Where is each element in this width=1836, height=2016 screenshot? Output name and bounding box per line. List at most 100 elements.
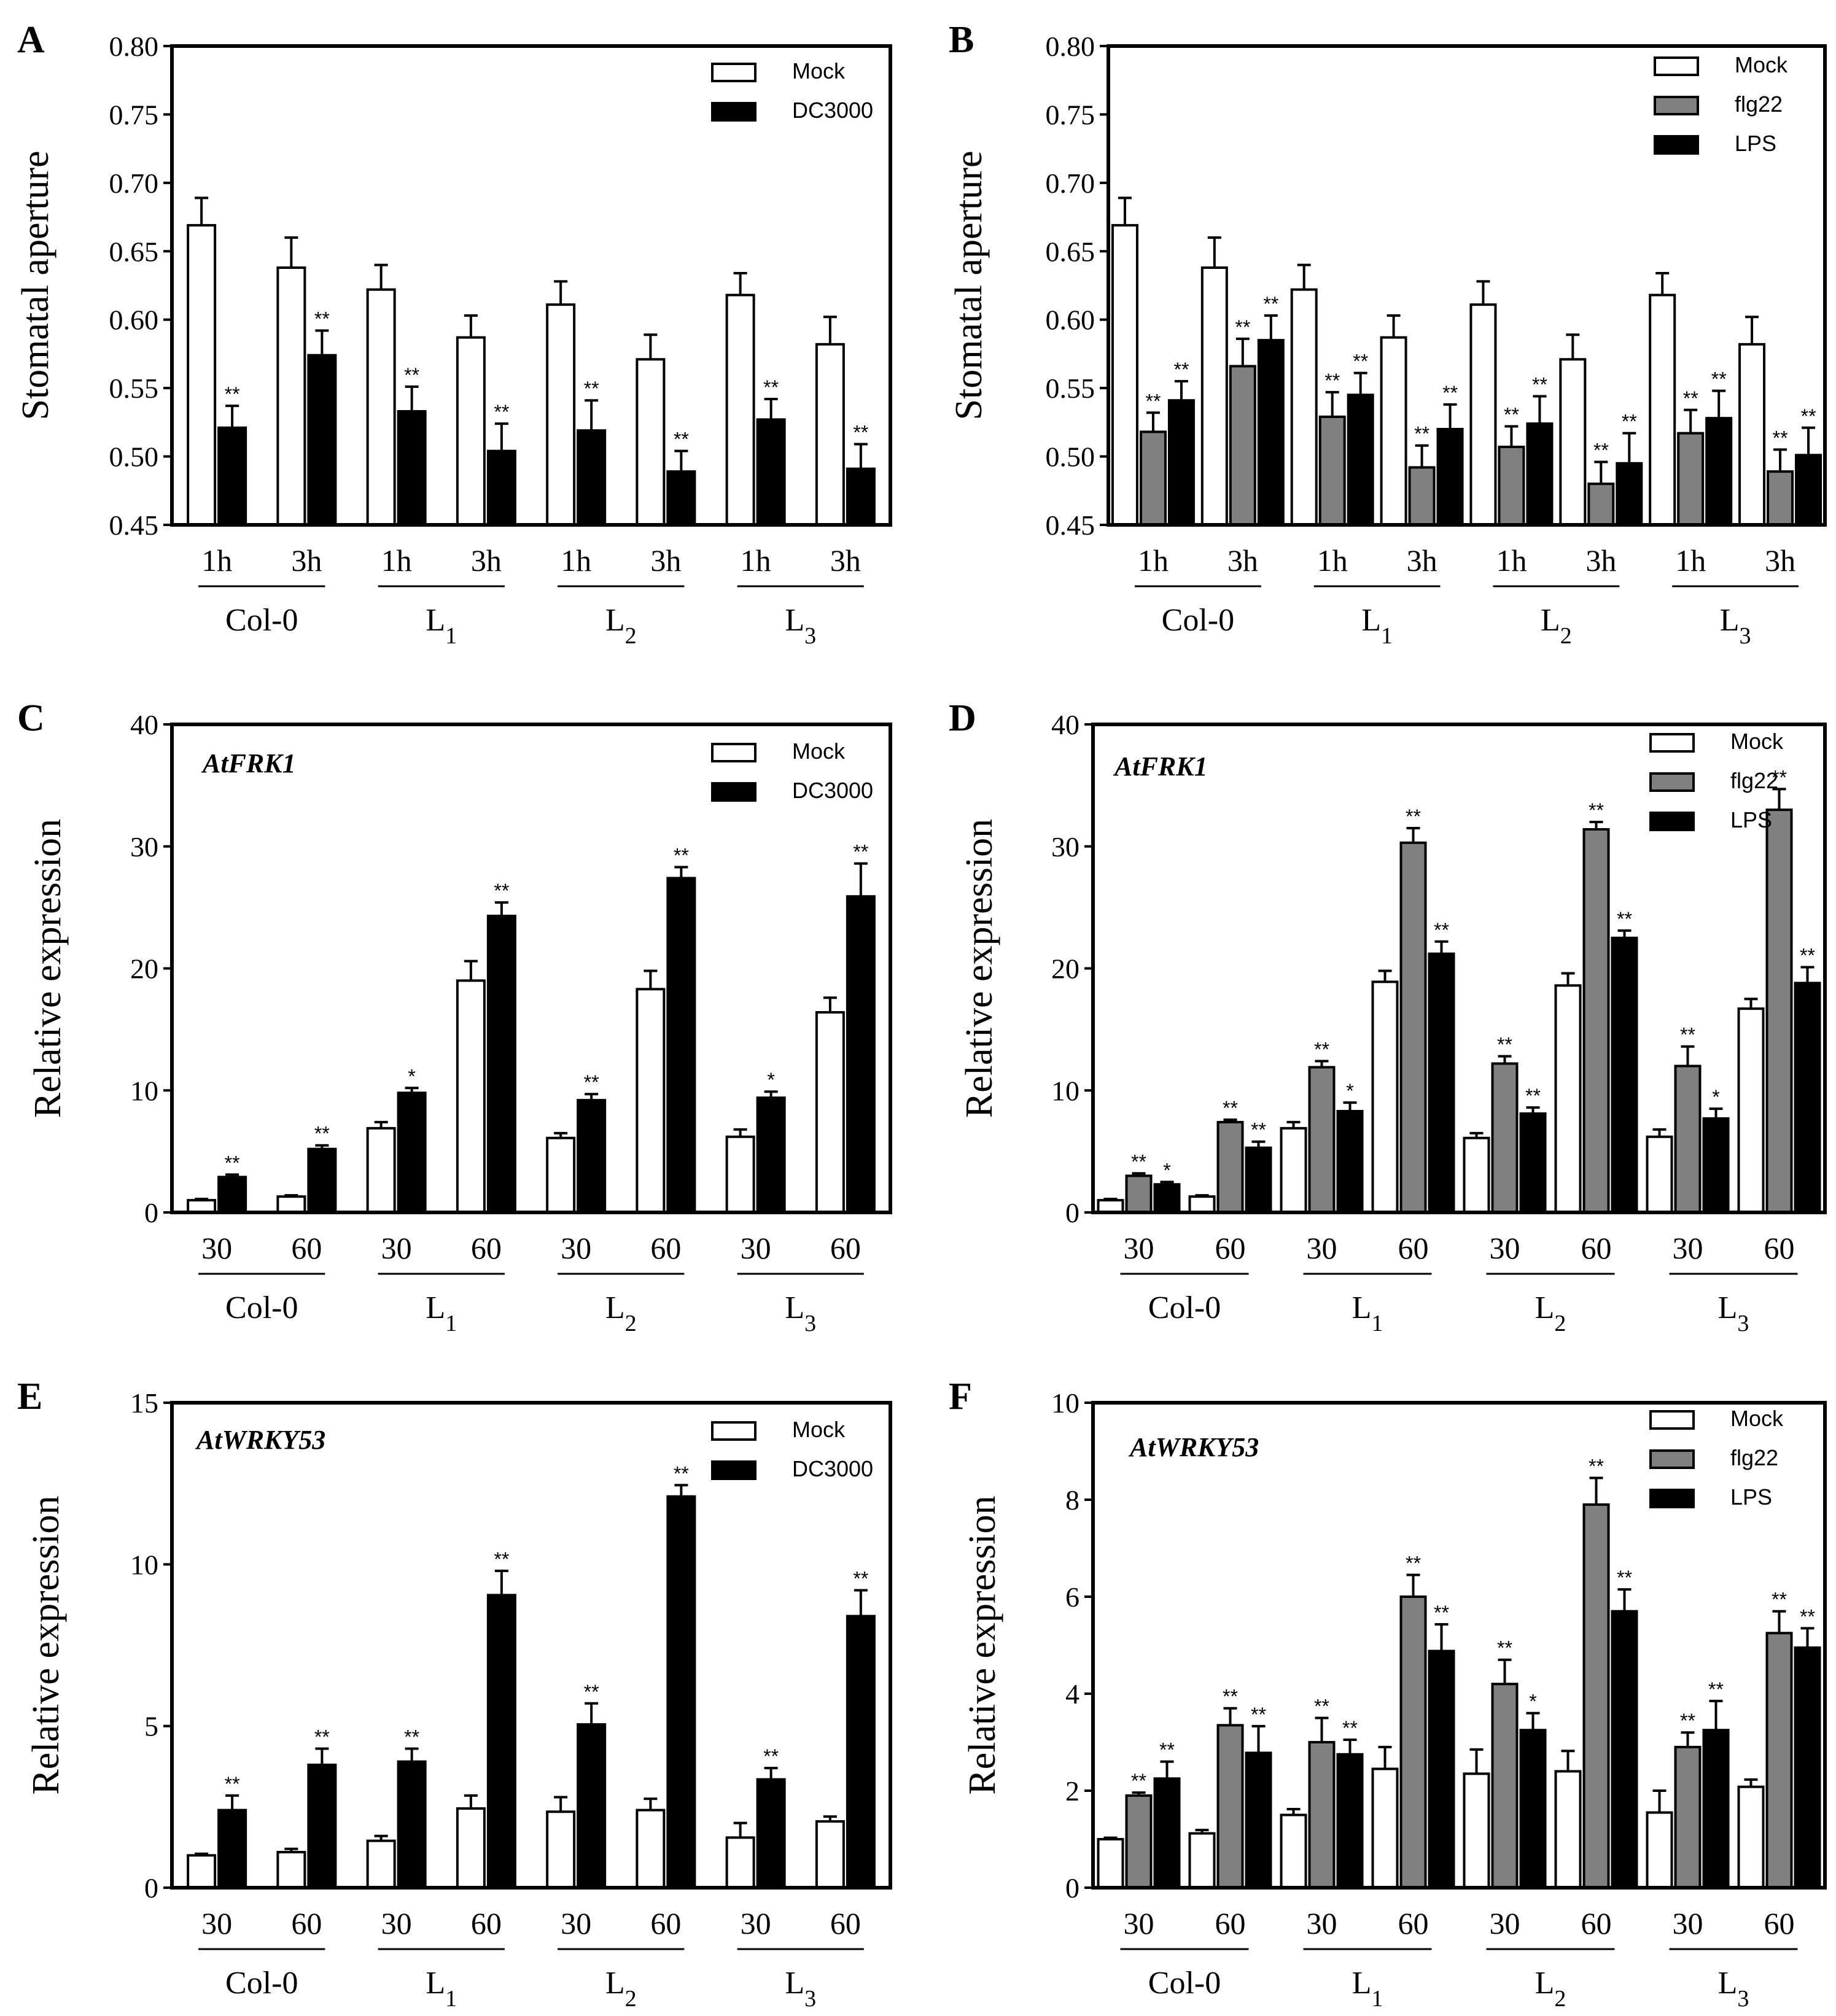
legend-swatch: [1649, 1489, 1695, 1508]
x-tick-label: 60: [830, 1906, 861, 1940]
x-tick-label: 30: [381, 1906, 412, 1940]
x-tick-label: 30: [1490, 1231, 1520, 1265]
group-label: L1: [1352, 1290, 1383, 1336]
significance-mark: **: [1223, 1097, 1238, 1119]
bar-mock: [1738, 343, 1766, 526]
y-axis-label: Relative expression: [25, 1495, 67, 1794]
significance-mark: **: [1145, 390, 1161, 412]
panel-letter: B: [949, 19, 974, 61]
x-tick-label: 30: [1307, 1231, 1337, 1265]
y-axis-label: Stomatal aperture: [948, 151, 990, 421]
significance-mark: **: [1772, 1589, 1787, 1611]
bar-flg22: [1491, 1062, 1519, 1214]
legend-label: DC3000: [792, 98, 873, 123]
significance-mark: **: [1497, 1034, 1512, 1056]
significance-mark: **: [1772, 766, 1787, 788]
y-tick-label: 0.70: [1046, 168, 1095, 199]
y-tick-label: 10: [1051, 1075, 1079, 1106]
group-label: L3: [785, 603, 816, 649]
group-label: Col-0: [1148, 1966, 1221, 2001]
bar-mock: [1737, 1007, 1765, 1214]
legend-label: Mock: [1730, 1406, 1784, 1431]
significance-mark: **: [1497, 1637, 1512, 1659]
significance-mark: **: [1235, 316, 1250, 338]
bar-mock: [1280, 1126, 1307, 1214]
bar-mock: [636, 358, 666, 526]
group-label: L1: [426, 603, 457, 649]
significance-mark: **: [1617, 908, 1632, 930]
x-tick-label: 30: [201, 1231, 232, 1265]
plot-frame: [170, 44, 892, 527]
significance-mark: **: [1532, 374, 1547, 396]
significance-mark: **: [404, 1726, 419, 1748]
legend-swatch: [711, 1460, 757, 1480]
legend-label: DC3000: [792, 1456, 873, 1481]
significance-mark: **: [1353, 351, 1368, 373]
bar-flg22: [1125, 1794, 1153, 1889]
significance-mark: **: [1314, 1039, 1329, 1061]
bar-mock: [1649, 293, 1676, 526]
x-tick-label: 1h: [1317, 543, 1348, 578]
bar-dc3000: [217, 1176, 247, 1214]
legend-label: Mock: [1730, 729, 1784, 754]
bar-mock: [1737, 1785, 1765, 1889]
bar-mock: [1380, 336, 1407, 527]
bar-flg22: [1139, 430, 1167, 527]
x-tick-label: 30: [1307, 1906, 1337, 1940]
bar-dc3000: [397, 1091, 427, 1214]
significance-mark: **: [1617, 1567, 1632, 1589]
significance-mark: **: [1324, 370, 1340, 392]
x-tick-label: 30: [201, 1906, 232, 1940]
significance-mark: **: [1223, 1686, 1238, 1708]
significance-mark: **: [1711, 368, 1727, 390]
significance-mark: **: [1263, 293, 1278, 315]
bar-mock: [1469, 303, 1497, 526]
significance-mark: **: [225, 1773, 240, 1795]
group-label: L2: [1535, 1290, 1566, 1336]
group-label: L2: [605, 1966, 637, 2012]
group-label: L1: [426, 1966, 457, 2012]
legend-swatch: [1649, 772, 1695, 792]
significance-mark: **: [1414, 423, 1430, 445]
bar-lps: [1519, 1112, 1547, 1214]
x-tick-label: 60: [1581, 1906, 1612, 1940]
x-tick-label: 60: [650, 1231, 681, 1265]
bar-flg22: [1767, 470, 1794, 526]
bar-flg22: [1308, 1066, 1336, 1214]
x-tick-label: 3h: [1585, 543, 1616, 578]
y-tick-label: 0.50: [109, 441, 159, 473]
bar-lps: [1153, 1183, 1181, 1214]
bar-flg22: [1399, 1595, 1427, 1889]
y-tick-label: 4: [1065, 1678, 1079, 1710]
bar-mock: [1188, 1832, 1216, 1890]
bar-flg22: [1765, 1632, 1793, 1889]
bar-flg22: [1498, 445, 1525, 527]
significance-mark: **: [674, 845, 689, 867]
x-tick-label: 30: [1124, 1906, 1154, 1940]
bar-lps: [1245, 1751, 1272, 1889]
significance-mark: *: [408, 1065, 415, 1087]
bar-mock: [815, 1011, 845, 1214]
significance-mark: **: [763, 376, 779, 398]
legend-label: flg22: [1735, 91, 1783, 117]
group-label: L3: [1718, 1966, 1749, 2012]
significance-mark: **: [225, 383, 240, 405]
bar-lps: [1616, 462, 1643, 527]
bar-flg22: [1674, 1745, 1702, 1889]
group-label: L3: [1720, 603, 1751, 649]
group-label: L2: [1541, 603, 1572, 649]
x-tick-label: 30: [381, 1231, 412, 1265]
bar-flg22: [1216, 1120, 1244, 1214]
bar-lps: [1702, 1117, 1730, 1214]
panel-a: A Stomatal aperture 0.45 0.50 0.55 0.60 0.65 0.…: [15, 19, 892, 649]
x-tick-label: 60: [1581, 1231, 1612, 1265]
bar-mock: [815, 343, 845, 526]
x-tick-label: 1h: [741, 543, 771, 578]
bar-dc3000: [666, 1495, 696, 1890]
bar-dc3000: [756, 1096, 786, 1214]
bar-flg22: [1229, 365, 1256, 526]
legend-swatch: [711, 1421, 757, 1441]
bar-lps: [1167, 399, 1195, 527]
significance-mark: **: [314, 1123, 330, 1145]
